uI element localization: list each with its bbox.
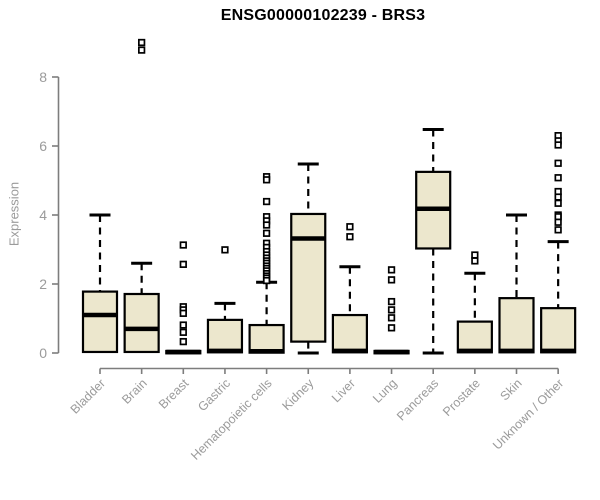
outlier-point [179,337,187,346]
box-group-breast [165,241,202,355]
outlier-point [221,246,229,254]
box-group-gastric [206,246,244,354]
outlier-point [262,176,271,184]
iqr-box [206,318,244,354]
outlier-point [179,321,187,329]
box-group-brain [123,38,160,354]
box-group-unknown-other [540,132,577,354]
x-tick-label: Kidney [279,376,316,413]
iqr-box [248,323,285,354]
outlier-point [179,309,187,317]
iqr-box [81,290,119,354]
y-tick-label: 8 [39,69,47,85]
outlier-point [262,221,271,229]
y-tick-label: 4 [39,207,47,223]
x-tick-label: Breast [156,376,192,412]
chart-title: ENSG00000102239 - BRS3 [220,7,426,24]
outlier-point [262,229,271,237]
x-tick-label: Unknown / Other [490,376,566,452]
x-tick-label: Brain [119,376,150,407]
outlier-point [554,174,562,182]
x-tick-label: Skin [498,376,525,403]
box-group-pancreas [415,127,452,355]
outlier-point [346,223,354,231]
x-tick-label: Gastric [195,376,233,414]
outlier-point [554,141,562,149]
outlier-point [179,241,187,249]
outlier-point [471,257,479,265]
iqr-box [540,307,577,354]
iqr-box [290,212,327,343]
iqr-box [498,297,535,354]
outlier-point [554,218,562,226]
iqr-box [331,313,368,354]
y-axis: 0 2 4 6 8 [39,69,60,361]
x-tick-label: Lung [370,376,400,406]
box-group-lung [373,266,410,355]
outlier-point [179,328,187,336]
outlier-point [138,46,146,54]
x-tick-label: Hematopoietic cells [188,376,275,463]
outlier-point [387,324,396,332]
box-group-hematopoietic-cells [248,173,285,354]
outlier-point [262,197,271,206]
outlier-point [262,276,271,285]
y-tick-label: 2 [39,276,47,292]
outlier-point [554,199,562,207]
outlier-point [138,38,146,47]
outlier-point [387,276,396,284]
outlier-point [179,260,187,268]
outlier-point [387,266,396,274]
box-group-skin [498,213,535,354]
outlier-point [554,159,562,167]
x-tick-label: Liver [329,376,358,405]
iqr-box [123,292,160,354]
outlier-point [554,193,562,201]
box-group-kidney [290,162,327,355]
outlier-point [346,233,354,241]
outlier-point [471,251,479,259]
iqr-box [456,320,493,354]
box-group-prostate [456,251,493,354]
outlier-point [554,226,562,234]
y-tick-label: 0 [39,345,47,361]
outlier-point [387,297,396,306]
outlier-point [387,306,396,314]
outlier-point [387,314,396,322]
x-tick-label: Pancreas [394,376,441,423]
x-tick-label: Bladder [68,376,108,416]
y-tick-label: 6 [39,138,47,154]
box-group-bladder [81,213,119,354]
x-tick-label: Prostate [440,376,483,419]
box-group-liver [331,223,368,354]
